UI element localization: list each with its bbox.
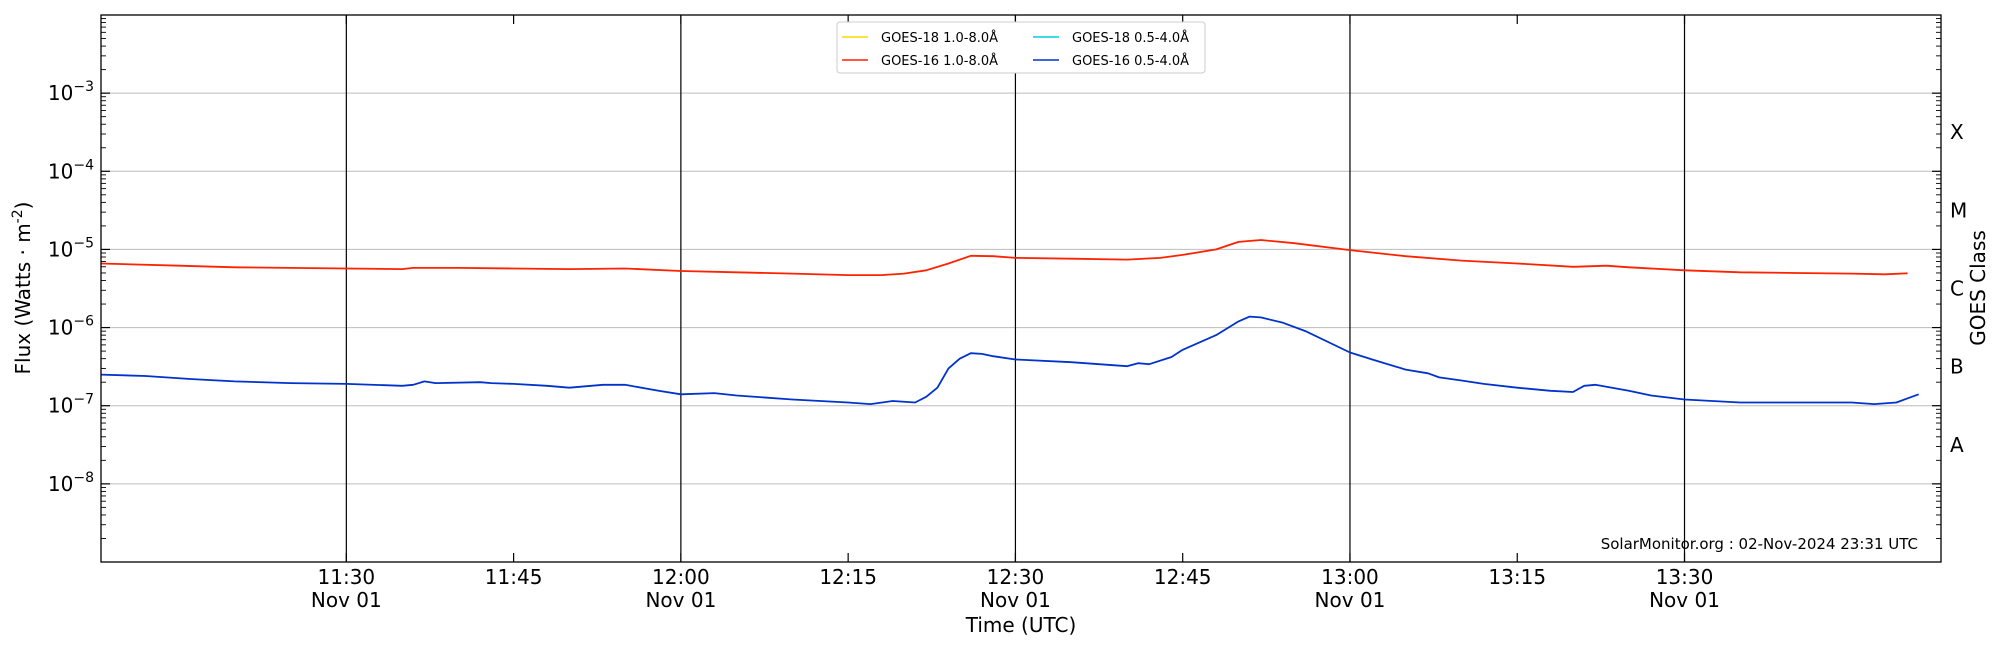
- series-lines: [100, 239, 1920, 405]
- y-tick-label: 10−4: [48, 157, 94, 183]
- x-tick-label: 12:00: [652, 565, 710, 589]
- x-tick-date-label: Nov 01: [980, 588, 1051, 612]
- goes-class-label: A: [1950, 433, 1964, 457]
- y-tick-label: 10−8: [48, 470, 94, 496]
- grid-lines: [101, 15, 1941, 562]
- x-tick-label: 13:00: [1321, 565, 1379, 589]
- legend: GOES-18 1.0-8.0Å GOES-16 1.0-8.0Å GOES-1…: [836, 21, 1206, 74]
- y-axis-label: Flux (Watts · m-2): [10, 202, 35, 375]
- x-tick-label: 12:15: [819, 565, 877, 589]
- y-tick-label: 10−5: [48, 235, 94, 261]
- y-tick-label: 10−6: [48, 314, 94, 340]
- legend-label-goes18-long: GOES-18 1.0-8.0Å: [881, 30, 998, 46]
- legend-label-goes16-long: GOES-16 1.0-8.0Å: [881, 53, 998, 69]
- y-tick-label: 10−7: [48, 392, 94, 418]
- x-tick-label: 12:45: [1154, 565, 1212, 589]
- x-axis-label: Time (UTC): [965, 613, 1077, 637]
- legend-box: [836, 21, 1206, 74]
- x-tick-date-label: Nov 01: [311, 588, 382, 612]
- goes-class-label: M: [1950, 198, 1967, 222]
- y2-axis-label: GOES Class: [1966, 230, 1990, 346]
- plot-area-frame: [100, 14, 1942, 563]
- x-tick-date-label: Nov 01: [1649, 588, 1720, 612]
- series-line-1: [100, 239, 1908, 276]
- legend-label-goes18-short: GOES-18 0.5-4.0Å: [1072, 30, 1189, 46]
- x-tick-label: 13:15: [1488, 565, 1546, 589]
- series-line-3: [100, 315, 1920, 405]
- x-tick-date-label: Nov 01: [1315, 588, 1386, 612]
- y-tick-label: 10−3: [48, 79, 94, 105]
- goes-class-label: X: [1950, 120, 1964, 144]
- x-tick-label: 11:45: [485, 565, 543, 589]
- goes-class-label: C: [1950, 277, 1964, 301]
- x-tick-label: 11:30: [318, 565, 376, 589]
- x-tick-label: 12:30: [987, 565, 1045, 589]
- credit-text: SolarMonitor.org : 02-Nov-2024 23:31 UTC: [1601, 535, 1918, 553]
- x-tick-date-label: Nov 01: [645, 588, 716, 612]
- legend-label-goes16-short: GOES-16 0.5-4.0Å: [1072, 53, 1189, 69]
- x-tick-label: 13:30: [1656, 565, 1714, 589]
- goes-class-label: B: [1950, 355, 1964, 379]
